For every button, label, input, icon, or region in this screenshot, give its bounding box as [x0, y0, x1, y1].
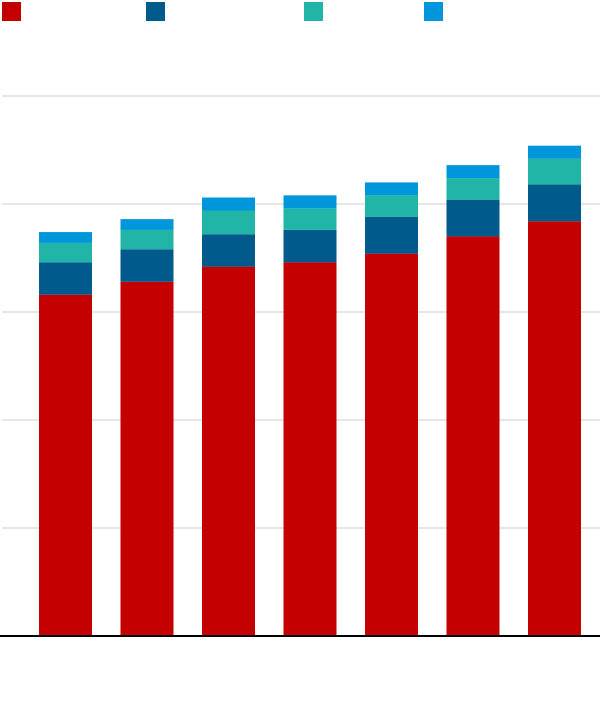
- bar-segment-s4-c7: [528, 145, 581, 159]
- bar-segment-s1-c6: [446, 236, 500, 636]
- bar-segment-s1-c1: [39, 294, 92, 636]
- bar-segment-s2-c2: [120, 249, 174, 282]
- bar-segment-s4-c6: [446, 165, 500, 179]
- bar-segment-s4-c1: [39, 232, 92, 243]
- bar-stack-5: [365, 182, 418, 636]
- bar-segment-s2-c7: [528, 184, 581, 222]
- bar-segment-s3-c6: [446, 178, 500, 200]
- bar-segment-s2-c3: [202, 234, 255, 267]
- bar-stacks: [39, 145, 581, 636]
- bar-segment-s1-c5: [365, 253, 418, 636]
- legend-swatch-2: [146, 2, 165, 21]
- bar-segment-s1-c4: [283, 262, 337, 636]
- bar-segment-s3-c4: [283, 208, 337, 230]
- bar-stack-7: [528, 145, 581, 636]
- legend-swatch-4: [424, 2, 443, 21]
- bar-stack-3: [202, 197, 255, 636]
- bar-segment-s3-c7: [528, 158, 581, 185]
- bar-segment-s3-c1: [39, 242, 92, 263]
- bar-stack-6: [446, 165, 500, 636]
- bar-segment-s2-c5: [365, 216, 418, 254]
- bar-segment-s1-c3: [202, 266, 255, 636]
- legend-swatch-3: [304, 2, 323, 21]
- bar-segment-s2-c6: [446, 199, 500, 237]
- bar-segment-s4-c4: [283, 195, 337, 209]
- legend: [2, 2, 443, 21]
- bar-segment-s1-c7: [528, 221, 581, 636]
- bar-stack-1: [39, 232, 92, 636]
- bar-stack-2: [120, 219, 174, 636]
- bar-segment-s2-c1: [39, 262, 92, 295]
- bar-segment-s4-c2: [120, 219, 174, 230]
- bar-segment-s1-c2: [120, 281, 174, 636]
- bar-segment-s3-c3: [202, 210, 255, 235]
- bar-segment-s2-c4: [283, 229, 337, 263]
- bar-segment-s3-c2: [120, 229, 174, 250]
- bar-stack-4: [283, 195, 337, 636]
- legend-swatch-1: [2, 2, 21, 21]
- bar-segment-s4-c3: [202, 197, 255, 211]
- bar-segment-s4-c5: [365, 182, 418, 196]
- bar-segment-s3-c5: [365, 195, 418, 217]
